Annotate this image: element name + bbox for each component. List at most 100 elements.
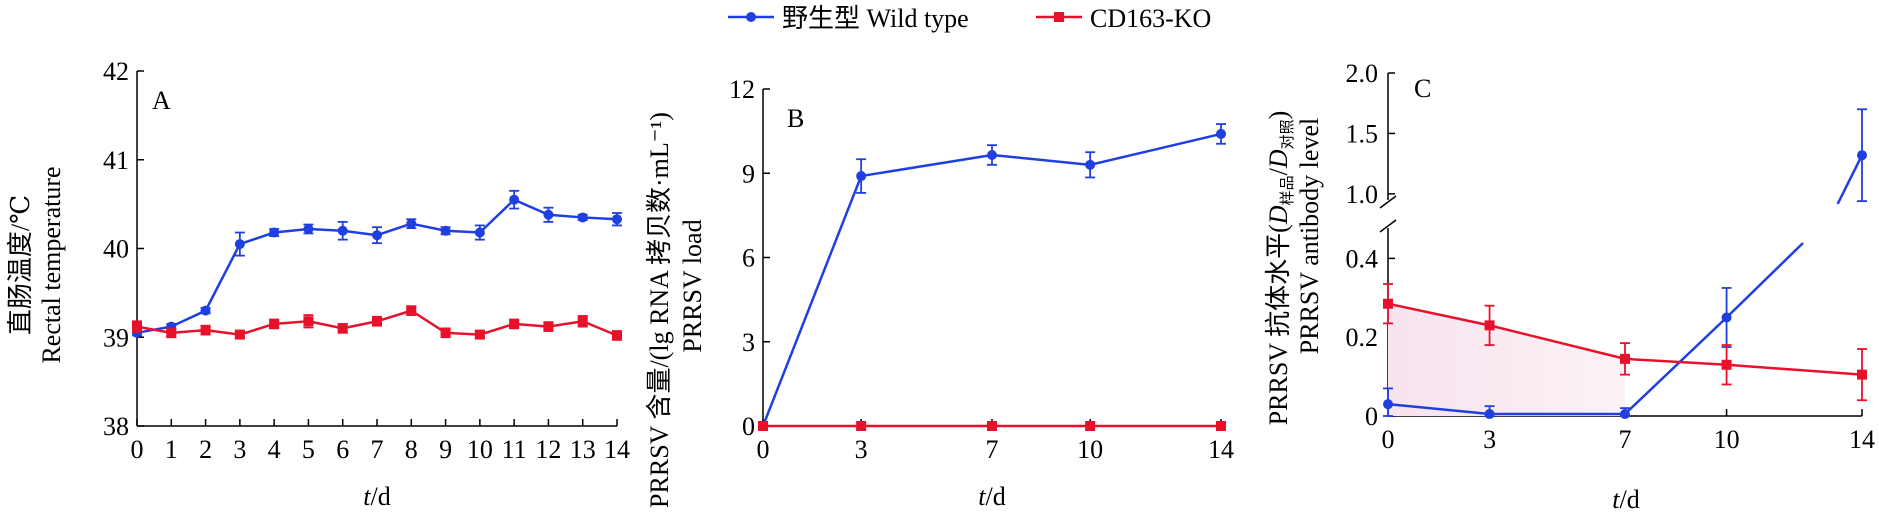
legend-marker-cd163-ko xyxy=(1054,12,1064,22)
panel-a-x-tick-label: 11 xyxy=(502,435,527,464)
panel-b-point-wild-type xyxy=(1085,159,1096,170)
panel-c-ylabel-sym1: D xyxy=(1264,205,1293,225)
panel-c-point-wild-type xyxy=(1383,399,1393,410)
panel-a-point-cd163-ko xyxy=(132,321,142,332)
panel-c-line-wild-type xyxy=(1387,316,1728,416)
panel-c-ylabel-en: PRRSV antibody level xyxy=(1295,118,1324,354)
panel-c: C PRRSV 抗体水平(D样品/D对照) PRRSV antibody lev… xyxy=(1264,59,1875,514)
panel-a-point-wild-type xyxy=(269,227,280,238)
panel-c-ylabel-close: ) xyxy=(1264,111,1293,120)
panel-c-shaded-area xyxy=(1388,303,1625,416)
panel-a-point-wild-type xyxy=(543,209,554,220)
panel-c-y-tick-label: 0 xyxy=(1365,402,1378,431)
panel-b-y-tick-label: 6 xyxy=(742,244,755,273)
panel-a-y-tick-label: 41 xyxy=(103,146,129,175)
panel-a-x-tick-label: 6 xyxy=(336,435,349,464)
panel-a-x-tick-label: 13 xyxy=(570,435,596,464)
legend-item-wild-type: 野生型 Wild type xyxy=(728,4,969,33)
panel-b-x-tick-label: 10 xyxy=(1077,435,1103,464)
panel-c-y-tick-label: 0.2 xyxy=(1346,323,1379,352)
panel-c-point-wild-type xyxy=(1484,409,1495,420)
panel-c-x-tick-label: 3 xyxy=(1483,425,1496,454)
panel-b-ylabel-en: PRRSV load xyxy=(678,219,707,352)
panel-a-y-tick-label: 38 xyxy=(103,412,129,441)
panel-a-x-tick-label: 8 xyxy=(405,435,418,464)
panel-b-point-cd163-ko xyxy=(758,421,768,431)
panel-b-y-tick-label: 0 xyxy=(742,412,755,441)
panel-a-point-wild-type xyxy=(200,305,211,316)
panel-a-x-tick-label: 12 xyxy=(535,435,561,464)
legend-label-wild-type: 野生型 Wild type xyxy=(782,4,969,33)
panel-c-ylabel-cn: PRRSV 抗体水平(D样品/D对照) xyxy=(1264,111,1296,426)
panel-c-axis-break-mark xyxy=(1379,219,1397,233)
panel-a-xlabel-var: t xyxy=(363,482,371,511)
panel-b-point-wild-type xyxy=(1216,128,1226,139)
panel-c-plot xyxy=(1383,108,1867,420)
panel-b-x-tick-label: 14 xyxy=(1208,435,1234,464)
panel-b-point-cd163-ko xyxy=(856,421,867,431)
panel-c-x-tick-label: 0 xyxy=(1382,425,1395,454)
panel-a-point-cd163-ko xyxy=(543,321,554,332)
panel-c-y-tick-label: 2.0 xyxy=(1346,59,1379,88)
panel-c-point-cd163-ko xyxy=(1721,359,1732,370)
panel-c-xlabel-unit: /d xyxy=(1620,485,1640,514)
panel-a-point-cd163-ko xyxy=(372,316,382,327)
panel-a-point-cd163-ko xyxy=(509,318,520,329)
panel-b-plot xyxy=(758,123,1226,431)
panel-c-y-tick-label: 1.5 xyxy=(1346,119,1379,148)
panel-b-x-tick-label: 7 xyxy=(986,435,999,464)
panel-c-ylabel-slash: / xyxy=(1264,167,1293,175)
panel-b-xlabel-var: t xyxy=(978,482,986,511)
panel-a-point-cd163-ko xyxy=(612,330,622,341)
panel-a-point-wild-type xyxy=(406,218,417,229)
panel-b: B PRRSV 含量/(lg RNA 拷贝数·mL⁻¹) PRRSV load … xyxy=(645,75,1234,511)
panel-a-point-wild-type xyxy=(337,225,348,236)
panel-b-letter: B xyxy=(787,104,804,133)
panel-a-point-wild-type xyxy=(474,227,485,238)
panel-a-x-tick-label: 7 xyxy=(371,435,384,464)
legend-marker-wild-type xyxy=(746,12,756,22)
panel-a-y-tick-label: 42 xyxy=(103,57,129,86)
panel-a-point-cd163-ko xyxy=(474,329,485,340)
panel-c-y-tick-label: 1.0 xyxy=(1346,180,1379,209)
panel-c-line-wild-type-segment xyxy=(1836,154,1864,205)
panel-a-point-wild-type xyxy=(509,194,520,205)
panel-a-point-cd163-ko xyxy=(303,316,314,327)
panel-a-point-wild-type xyxy=(577,212,588,223)
panel-a-y-tick-label: 40 xyxy=(103,235,129,264)
legend-label-cd163-ko: CD163-KO xyxy=(1090,4,1211,33)
panel-a-x-tick-label: 9 xyxy=(439,435,452,464)
panel-b-point-cd163-ko xyxy=(987,421,997,431)
panel-a-letter: A xyxy=(152,86,171,115)
panel-a-x-tick-label: 3 xyxy=(233,435,246,464)
legend-item-cd163-ko: CD163-KO xyxy=(1036,4,1211,33)
panel-a-x-tick-label: 5 xyxy=(302,435,315,464)
panel-a-x-tick-label: 1 xyxy=(165,435,178,464)
panel-a-y-tick-label: 39 xyxy=(103,323,129,352)
panel-c-x-tick-label: 14 xyxy=(1849,425,1875,454)
panel-c-point-cd163-ko xyxy=(1383,298,1393,309)
panel-a-x-tick-label: 10 xyxy=(467,435,493,464)
legend: 野生型 Wild type CD163-KO xyxy=(728,4,1211,33)
panel-c-point-wild-type xyxy=(1857,150,1867,161)
panel-a-point-cd163-ko xyxy=(166,327,177,338)
panel-c-ylabel-prefix: PRRSV 抗体水平( xyxy=(1264,224,1293,425)
panel-b-y-tick-label: 9 xyxy=(742,159,755,188)
panel-c-line-wild-type-segment xyxy=(1725,242,1804,319)
panel-b-y-tick-label: 12 xyxy=(729,75,755,104)
panel-a-ylabel-en: Rectal temperature xyxy=(37,166,66,363)
panel-c-point-cd163-ko xyxy=(1620,353,1630,364)
panel-c-y-tick-label: 0.4 xyxy=(1346,244,1379,273)
panel-c-point-cd163-ko xyxy=(1484,320,1495,331)
panel-c-letter: C xyxy=(1414,74,1431,103)
panel-a-point-wild-type xyxy=(372,230,382,241)
panel-b-line-wild-type xyxy=(761,132,1222,427)
panel-b-point-cd163-ko xyxy=(1216,421,1226,431)
panel-b-y-tick-label: 3 xyxy=(742,328,755,357)
panel-a-point-cd163-ko xyxy=(406,305,417,316)
panel-a-point-cd163-ko xyxy=(577,316,588,327)
panel-c-ylabel-sub1: 样品 xyxy=(1279,175,1296,205)
panel-c-axis-break-mark xyxy=(1379,195,1397,209)
panel-c-point-wild-type xyxy=(1721,312,1732,323)
